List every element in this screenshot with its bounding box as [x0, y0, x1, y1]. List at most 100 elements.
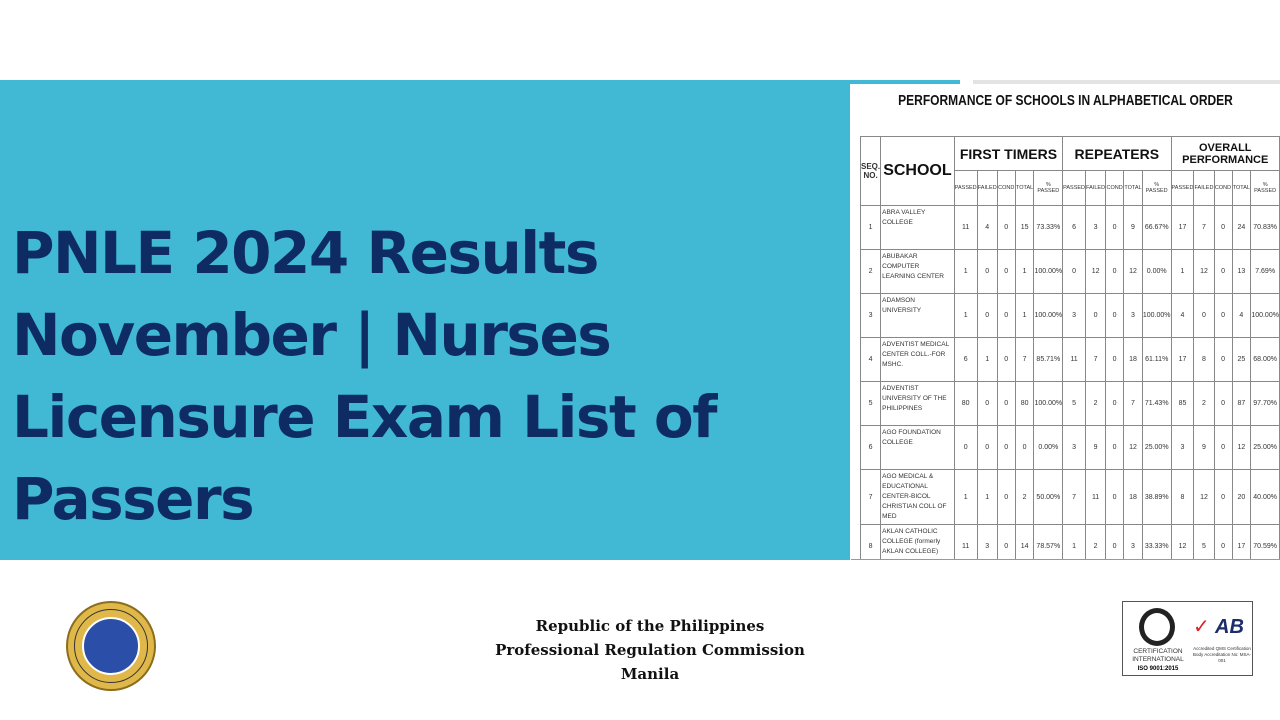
- value-cell: 2: [1085, 524, 1107, 559]
- slide-title: PNLE 2024 Results November | Nurses Lice…: [12, 219, 717, 533]
- value-cell: 0: [976, 381, 998, 426]
- value-cell: 17: [1170, 205, 1195, 250]
- value-cell: 0.00%: [1033, 425, 1064, 470]
- value-cell: 100.00%: [1141, 293, 1172, 338]
- value-cell: 18: [1123, 337, 1143, 382]
- subheader-passed: PASSED: [1170, 170, 1195, 206]
- value-cell: 100.00%: [1033, 381, 1064, 426]
- value-cell: 0: [1062, 249, 1087, 294]
- value-cell: 100.00%: [1250, 293, 1280, 338]
- school-cell: AGO FOUNDATION COLLEGE: [880, 425, 955, 470]
- value-cell: 73.33%: [1033, 205, 1064, 250]
- value-cell: 0: [1213, 337, 1233, 382]
- seq-cell: 5: [859, 381, 882, 426]
- value-cell: 0: [996, 337, 1016, 382]
- school-cell: AKLAN CATHOLIC COLLEGE (formerly AKLAN C…: [880, 524, 955, 559]
- value-cell: 17: [1231, 524, 1252, 559]
- value-cell: 7.69%: [1250, 249, 1280, 294]
- value-cell: 3: [1085, 205, 1107, 250]
- value-cell: 70.59%: [1250, 524, 1280, 559]
- subheader-failed: FAILED: [1085, 170, 1107, 206]
- value-cell: 8: [1193, 337, 1215, 382]
- value-cell: 0: [1085, 293, 1107, 338]
- value-cell: 4: [1231, 293, 1252, 338]
- value-cell: 11: [953, 524, 978, 559]
- certification-ring-icon: [1139, 608, 1175, 646]
- value-cell: 3: [1123, 524, 1143, 559]
- globe-icon: [82, 617, 140, 675]
- results-table-image: PERFORMANCE OF SCHOOLS IN ALPHABETICAL O…: [851, 84, 1280, 560]
- value-cell: 100.00%: [1033, 249, 1064, 294]
- seq-cell: 3: [859, 293, 882, 338]
- value-cell: 0: [996, 425, 1016, 470]
- table-row: 1 ABRA VALLEY COLLEGE 11 4 0 15 73.33% 6 3 0 9 66.6…: [859, 205, 1280, 250]
- value-cell: 0: [996, 249, 1016, 294]
- value-cell: 5: [1193, 524, 1215, 559]
- value-cell: 18: [1123, 469, 1143, 525]
- subheader-failed: FAILED: [976, 170, 998, 206]
- value-cell: 1: [953, 249, 978, 294]
- value-cell: 78.57%: [1033, 524, 1064, 559]
- value-cell: 12: [1123, 249, 1143, 294]
- value-cell: 15: [1014, 205, 1035, 250]
- title-panel: PNLE 2024 Results November | Nurses Lice…: [0, 84, 850, 560]
- value-cell: 0: [976, 293, 998, 338]
- value-cell: 25.00%: [1141, 425, 1172, 470]
- value-cell: 0: [953, 425, 978, 470]
- value-cell: 0: [996, 381, 1016, 426]
- value-cell: 1: [1014, 249, 1035, 294]
- value-cell: 12: [1231, 425, 1252, 470]
- value-cell: 0: [1105, 293, 1125, 338]
- school-header: SCHOOL: [880, 136, 955, 206]
- subheader-cond: COND: [1105, 170, 1125, 206]
- value-cell: 11: [1062, 337, 1087, 382]
- footer-line-manila: Manila: [620, 665, 680, 683]
- value-cell: 0: [1105, 425, 1125, 470]
- table-row: 5 ADVENTIST UNIVERSITY OF THE PHILIPPINES…: [859, 381, 1280, 426]
- value-cell: 3: [976, 524, 998, 559]
- value-cell: 0: [1105, 469, 1125, 525]
- value-cell: 1: [1062, 524, 1087, 559]
- seq-header: SEQ. NO.: [859, 136, 882, 206]
- table-row: 8 AKLAN CATHOLIC COLLEGE (formerly AKLAN …: [859, 524, 1280, 559]
- value-cell: 3: [1170, 425, 1195, 470]
- footer-line-republic: Republic of the Philippines: [535, 617, 765, 635]
- value-cell: 12: [1170, 524, 1195, 559]
- school-cell: ABUBAKAR COMPUTER LEARNING CENTER: [880, 249, 955, 294]
- group-header-overall: OVERALL PERFORMANCE: [1170, 136, 1280, 171]
- value-cell: 6: [1062, 205, 1087, 250]
- value-cell: 61.11%: [1141, 337, 1172, 382]
- subheader-cond: COND: [1213, 170, 1233, 206]
- table-row: 6 AGO FOUNDATION COLLEGE 0 0 0 0 0.00% 3 9 0 12 25.…: [859, 425, 1280, 470]
- value-cell: 80: [953, 381, 978, 426]
- value-cell: 1: [1014, 293, 1035, 338]
- group-header-repeaters: REPEATERS: [1062, 136, 1172, 171]
- footer-line-prc: Professional Regulation Commission: [495, 641, 805, 659]
- school-cell: ABRA VALLEY COLLEGE: [880, 205, 955, 250]
- value-cell: 2: [1085, 381, 1107, 426]
- value-cell: 9: [1123, 205, 1143, 250]
- value-cell: 0: [996, 524, 1016, 559]
- value-cell: 3: [1062, 425, 1087, 470]
- value-cell: 0: [1213, 469, 1233, 525]
- value-cell: 11: [953, 205, 978, 250]
- value-cell: 12: [1193, 469, 1215, 525]
- seq-cell: 6: [859, 425, 882, 470]
- subheader-total: TOTAL: [1231, 170, 1252, 206]
- value-cell: 0: [976, 425, 998, 470]
- table-row: 4 ADVENTIST MEDICAL CENTER COLL.-FOR MSHC…: [859, 337, 1280, 382]
- value-cell: 0: [1213, 425, 1233, 470]
- value-cell: 0: [1105, 205, 1125, 250]
- subheader-passed: % PASSED: [1033, 170, 1064, 206]
- subheader-cond: COND: [996, 170, 1016, 206]
- value-cell: 38.89%: [1141, 469, 1172, 525]
- school-cell: ADVENTIST UNIVERSITY OF THE PHILIPPINES: [880, 381, 955, 426]
- seq-cell: 4: [859, 337, 882, 382]
- top-accent-bar: [0, 80, 960, 84]
- value-cell: 0: [1105, 524, 1125, 559]
- seq-cell: 2: [859, 249, 882, 294]
- value-cell: 70.83%: [1250, 205, 1280, 250]
- subheader-total: TOTAL: [1014, 170, 1035, 206]
- value-cell: 3: [1062, 293, 1087, 338]
- value-cell: 7: [1062, 469, 1087, 525]
